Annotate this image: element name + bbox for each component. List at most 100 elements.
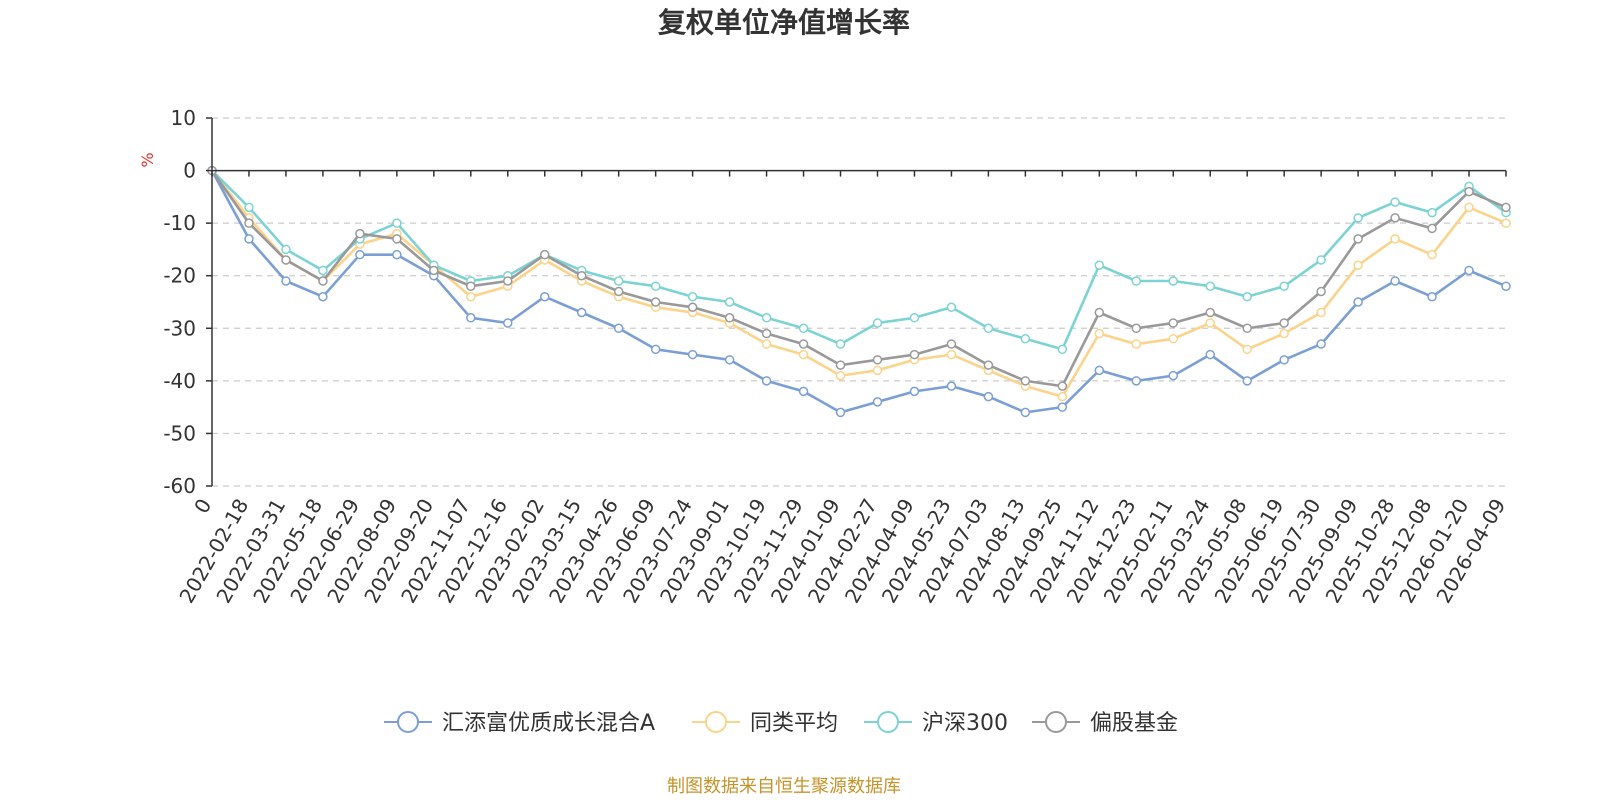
y-tick-label: 10 <box>171 106 196 130</box>
legend-label: 偏股基金 <box>1090 711 1178 736</box>
data-point <box>1501 218 1511 228</box>
data-point <box>872 355 883 365</box>
data-point <box>576 307 587 318</box>
data-point <box>281 255 291 265</box>
data-point <box>1020 334 1031 344</box>
data-point <box>244 218 254 228</box>
data-point <box>392 249 402 260</box>
data-point <box>466 291 476 302</box>
data-point <box>281 244 291 255</box>
data-point <box>1057 402 1068 412</box>
legend-marker-icon <box>397 711 419 733</box>
data-point <box>946 302 957 313</box>
data-point <box>909 386 920 397</box>
data-point <box>613 286 624 297</box>
source-note: 制图数据来自恒生聚源数据库 <box>667 776 901 797</box>
data-point <box>466 281 476 291</box>
data-point <box>835 370 846 381</box>
data-point <box>724 355 735 365</box>
data-point <box>1390 213 1400 223</box>
data-point <box>872 318 883 328</box>
data-point <box>1094 365 1105 376</box>
data-point <box>1168 370 1179 381</box>
data-point <box>392 234 402 244</box>
data-point <box>1353 260 1363 270</box>
data-point <box>1353 234 1363 244</box>
data-point <box>798 349 809 360</box>
data-point <box>761 328 772 339</box>
data-point <box>1242 344 1252 355</box>
data-point <box>724 297 735 307</box>
data-point <box>1094 260 1105 270</box>
legend-item[interactable]: 沪深300 <box>864 711 1008 736</box>
data-point <box>761 376 772 386</box>
data-point <box>281 276 291 286</box>
data-point <box>687 291 698 302</box>
data-point <box>1427 291 1437 302</box>
legend-item[interactable]: 偏股基金 <box>1032 711 1178 736</box>
y-axis-unit-label: % <box>138 152 157 167</box>
y-tick-label: -50 <box>163 421 196 445</box>
data-point <box>983 323 994 334</box>
y-tick-label: -10 <box>163 211 196 235</box>
data-point <box>1353 213 1363 223</box>
legend-marker-icon <box>705 711 727 733</box>
data-point <box>1094 328 1105 339</box>
data-point <box>1242 323 1252 334</box>
data-point <box>835 360 846 370</box>
data-point <box>355 228 365 239</box>
y-tick-label: -40 <box>163 369 196 393</box>
data-point <box>1279 328 1289 339</box>
data-point <box>1316 339 1326 349</box>
data-point <box>1131 323 1142 334</box>
data-point <box>1427 223 1437 234</box>
legend-marker-icon <box>877 711 899 733</box>
data-point <box>1316 255 1326 265</box>
legend-marker-icon <box>1045 711 1067 733</box>
data-point <box>983 391 994 402</box>
data-point <box>1168 334 1179 344</box>
data-point <box>1131 339 1142 349</box>
grid-lines <box>212 117 1506 487</box>
series-4 <box>207 165 1511 391</box>
data-point <box>1242 376 1252 386</box>
data-point <box>1464 202 1474 213</box>
y-tick-label: -30 <box>163 316 196 340</box>
data-point <box>1390 197 1400 207</box>
data-point <box>318 291 328 302</box>
legend-item[interactable]: 同类平均 <box>692 711 838 736</box>
data-point <box>1131 276 1142 286</box>
data-point <box>1094 307 1105 318</box>
data-point <box>761 339 772 349</box>
data-point <box>1316 286 1326 297</box>
data-point <box>244 202 254 213</box>
data-point <box>650 281 661 291</box>
data-point <box>539 291 550 302</box>
data-point <box>1464 186 1474 197</box>
data-point <box>650 297 661 307</box>
legend[interactable]: 汇添富优质成长混合A 同类平均 沪深300 偏股基金 <box>384 711 1178 736</box>
data-point <box>909 349 920 360</box>
x-tick-label: 0 <box>189 495 216 518</box>
series-1 <box>207 165 1511 418</box>
data-point <box>798 339 809 349</box>
data-point <box>1279 281 1289 291</box>
data-point <box>1390 234 1400 244</box>
series-2 <box>207 165 1511 402</box>
data-point <box>687 349 698 360</box>
data-point <box>318 276 328 286</box>
data-point <box>983 360 994 370</box>
data-point <box>1205 281 1215 291</box>
data-point <box>1057 344 1068 355</box>
data-point <box>1020 376 1031 386</box>
data-point <box>835 407 846 418</box>
legend-item[interactable]: 汇添富优质成长混合A <box>384 711 655 736</box>
data-point <box>355 249 365 260</box>
data-point <box>613 276 624 286</box>
data-point <box>1427 249 1437 260</box>
data-point <box>1501 281 1511 291</box>
data-point <box>1168 318 1179 328</box>
data-point <box>1205 318 1215 328</box>
data-point <box>1242 291 1252 302</box>
data-point <box>872 397 883 407</box>
